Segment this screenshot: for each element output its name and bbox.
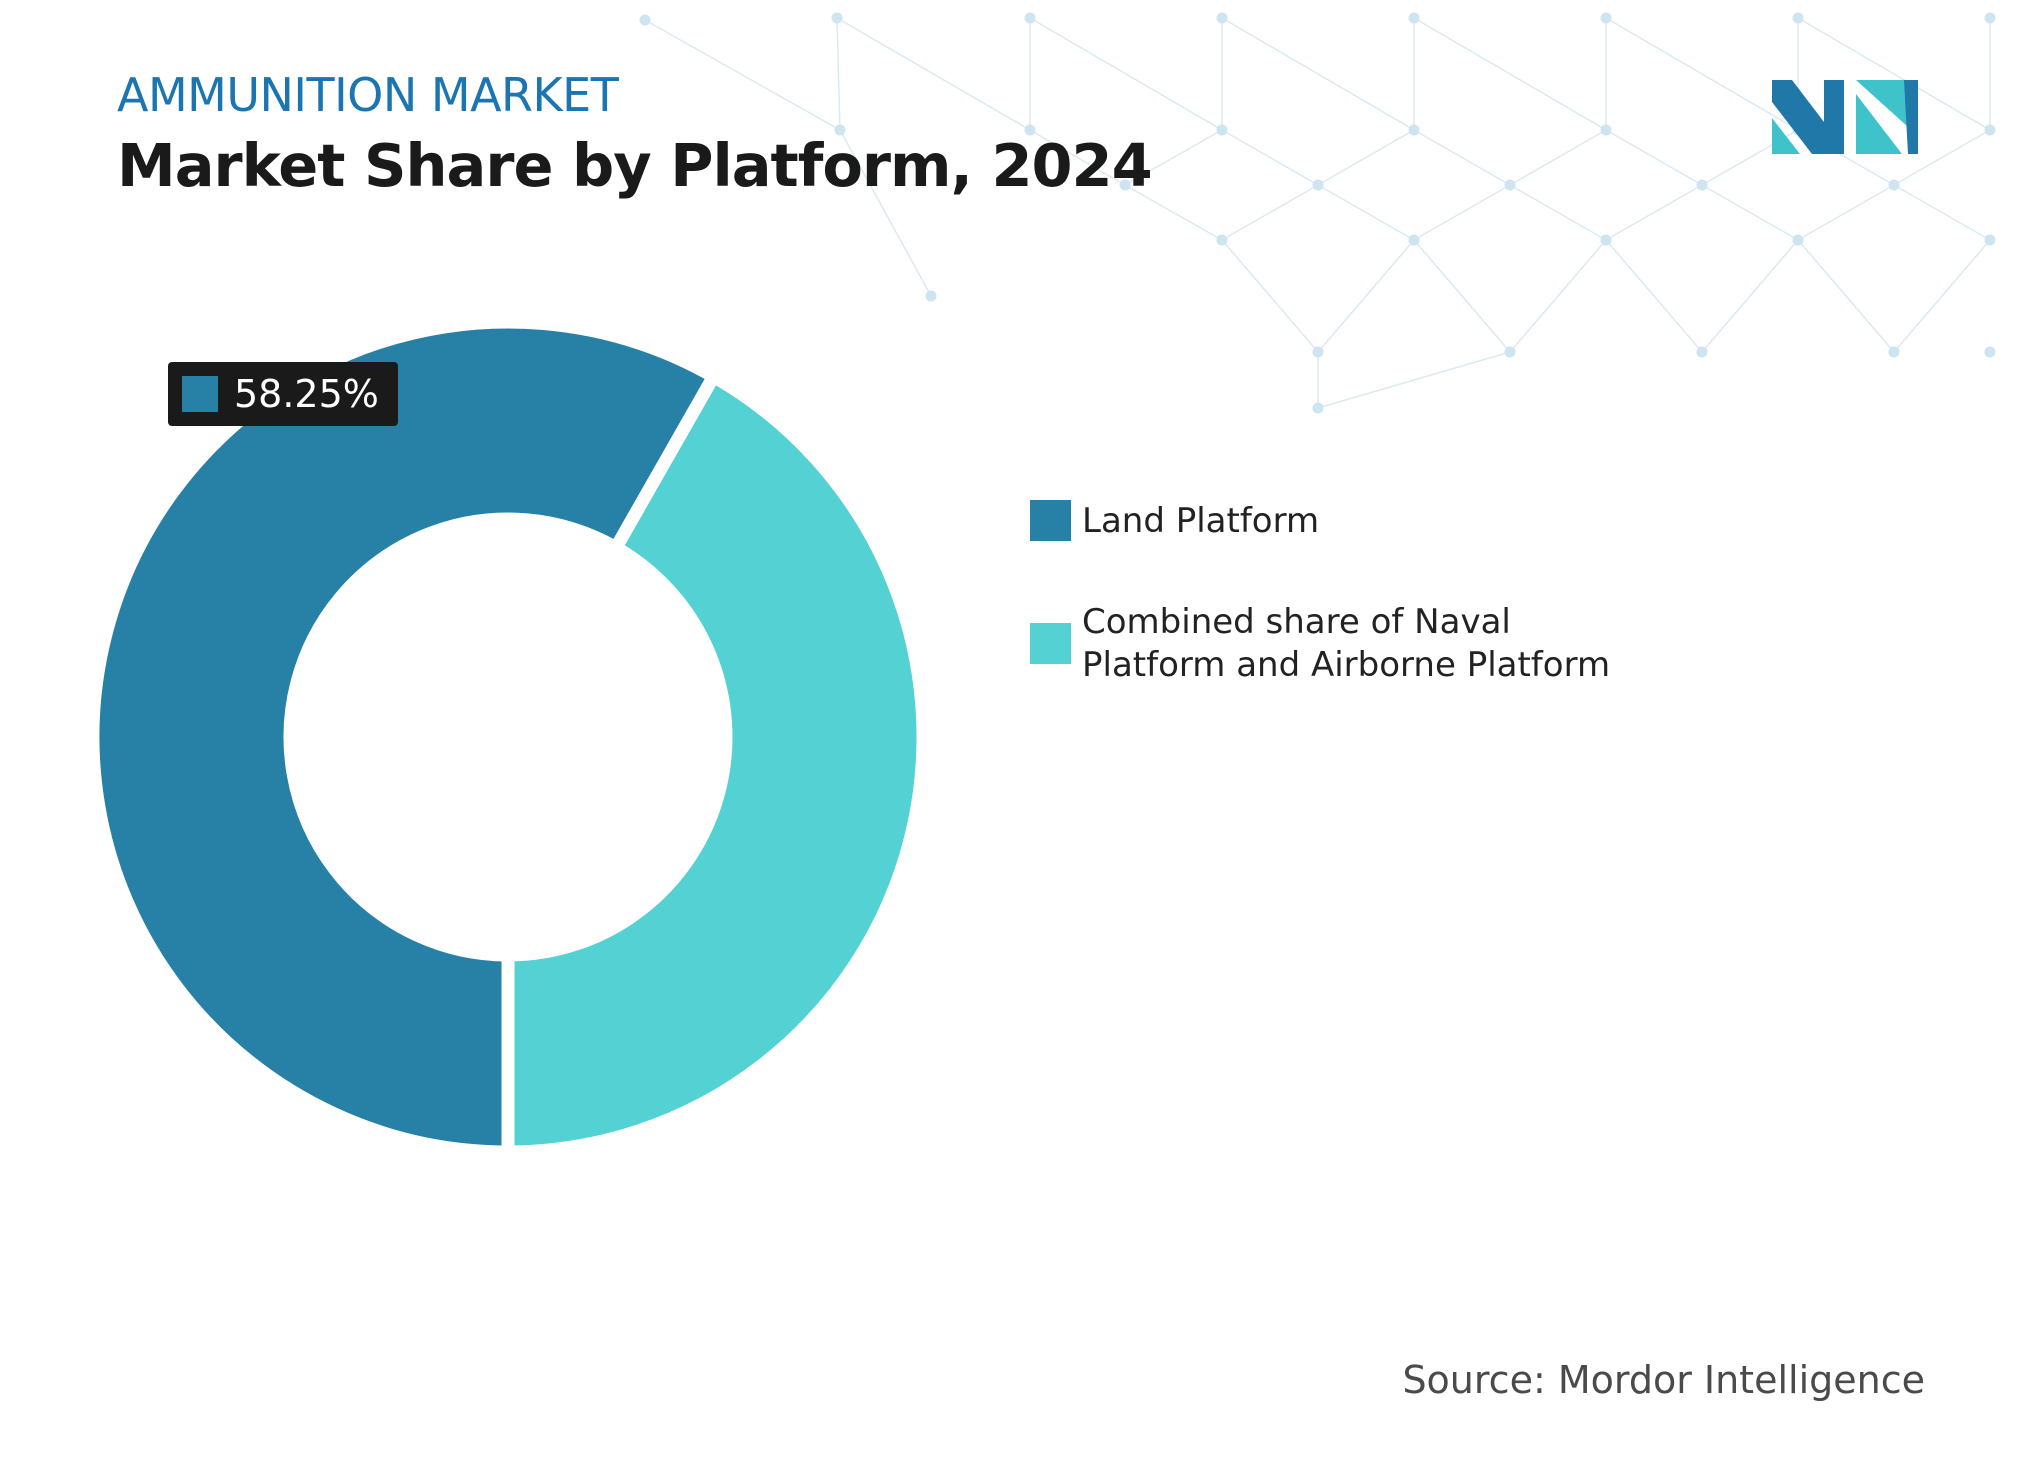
chart-title: Market Share by Platform, 2024 [117, 131, 1153, 200]
donut-slice-land-platform [86, 315, 723, 1159]
background-line [1509, 239, 1607, 353]
source-note: Source: Mordor Intelligence [1402, 1358, 1925, 1402]
background-node [1696, 179, 1708, 191]
background-line [836, 17, 841, 131]
legend-item-land: Land Platform [1030, 500, 1730, 543]
background-line [1413, 17, 1607, 131]
mordor-intelligence-logo [1772, 80, 1918, 154]
background-node [1216, 12, 1228, 24]
background-node [1984, 124, 1996, 136]
background-node [639, 14, 651, 26]
background-node [1696, 346, 1708, 358]
background-line [1221, 17, 1415, 131]
background-node [1408, 234, 1420, 246]
background-line [1509, 184, 1607, 241]
background-line [1317, 129, 1415, 186]
background-line [1317, 239, 1415, 353]
background-node [1792, 234, 1804, 246]
background-line [1797, 184, 1895, 241]
background-node [1984, 12, 1996, 24]
background-line [1124, 129, 1223, 186]
background-node [1119, 179, 1131, 191]
background-line [1605, 184, 1703, 241]
data-label-land-platform: 58.25% [234, 372, 379, 416]
background-node [1504, 179, 1516, 191]
background-line [1317, 184, 1415, 241]
background-line [1413, 239, 1511, 353]
background-line [1413, 129, 1511, 186]
background-line [1893, 239, 1991, 353]
background-line [1701, 184, 1799, 241]
background-line [1413, 184, 1511, 241]
background-line [1029, 17, 1223, 131]
background-line [1221, 129, 1319, 186]
background-node [1504, 346, 1516, 358]
background-node [1792, 12, 1804, 24]
background-line [1605, 17, 1799, 131]
donut-chart: 58.25% [86, 315, 930, 1159]
background-node [1984, 234, 1996, 246]
background-line [1797, 17, 1991, 131]
legend-item-naval-airborne: Combined share of Naval Platform and Air… [1030, 601, 1730, 687]
background-line [1124, 184, 1223, 241]
data-label-swatch [182, 376, 218, 412]
background-node [1312, 402, 1324, 414]
background-line [1605, 129, 1703, 186]
background-node [1600, 234, 1612, 246]
donut-slice-naval-airborne-platform [501, 367, 930, 1159]
background-line [1797, 239, 1895, 353]
background-node [1408, 12, 1420, 24]
background-node [1312, 346, 1324, 358]
data-label-box [168, 362, 398, 426]
background-node [1024, 12, 1036, 24]
legend-swatch-naval-airborne [1030, 623, 1071, 664]
legend-label-naval-airborne: Combined share of Naval Platform and Air… [1082, 602, 1611, 685]
background-line [1893, 184, 1991, 241]
background-node [1600, 124, 1612, 136]
background-line [1509, 129, 1607, 186]
background-line [1029, 129, 1126, 186]
background-node [834, 124, 846, 136]
background-node [1312, 179, 1324, 191]
background-node [1888, 179, 1900, 191]
background-node [1600, 12, 1612, 24]
background-node [1408, 124, 1420, 136]
background-line [1701, 239, 1799, 353]
background-node [1216, 234, 1228, 246]
report-kicker: AMMUNITION MARKET [117, 68, 619, 122]
chart-legend: Land Platform Combined share of Naval Pl… [1030, 500, 1730, 745]
background-node [831, 12, 843, 24]
background-line [1605, 239, 1703, 353]
background-line [1893, 129, 1991, 186]
background-line [1317, 351, 1511, 409]
background-node [925, 290, 937, 302]
background-line [836, 17, 1031, 131]
legend-label-land: Land Platform [1082, 501, 1320, 541]
background-line [1221, 239, 1319, 353]
background-node [1984, 346, 1996, 358]
background-line [1221, 184, 1319, 241]
background-node [1024, 124, 1036, 136]
background-line [839, 129, 932, 297]
background-line [644, 19, 841, 131]
background-node [1216, 124, 1228, 136]
background-node [1888, 346, 1900, 358]
legend-swatch-land [1030, 500, 1071, 541]
